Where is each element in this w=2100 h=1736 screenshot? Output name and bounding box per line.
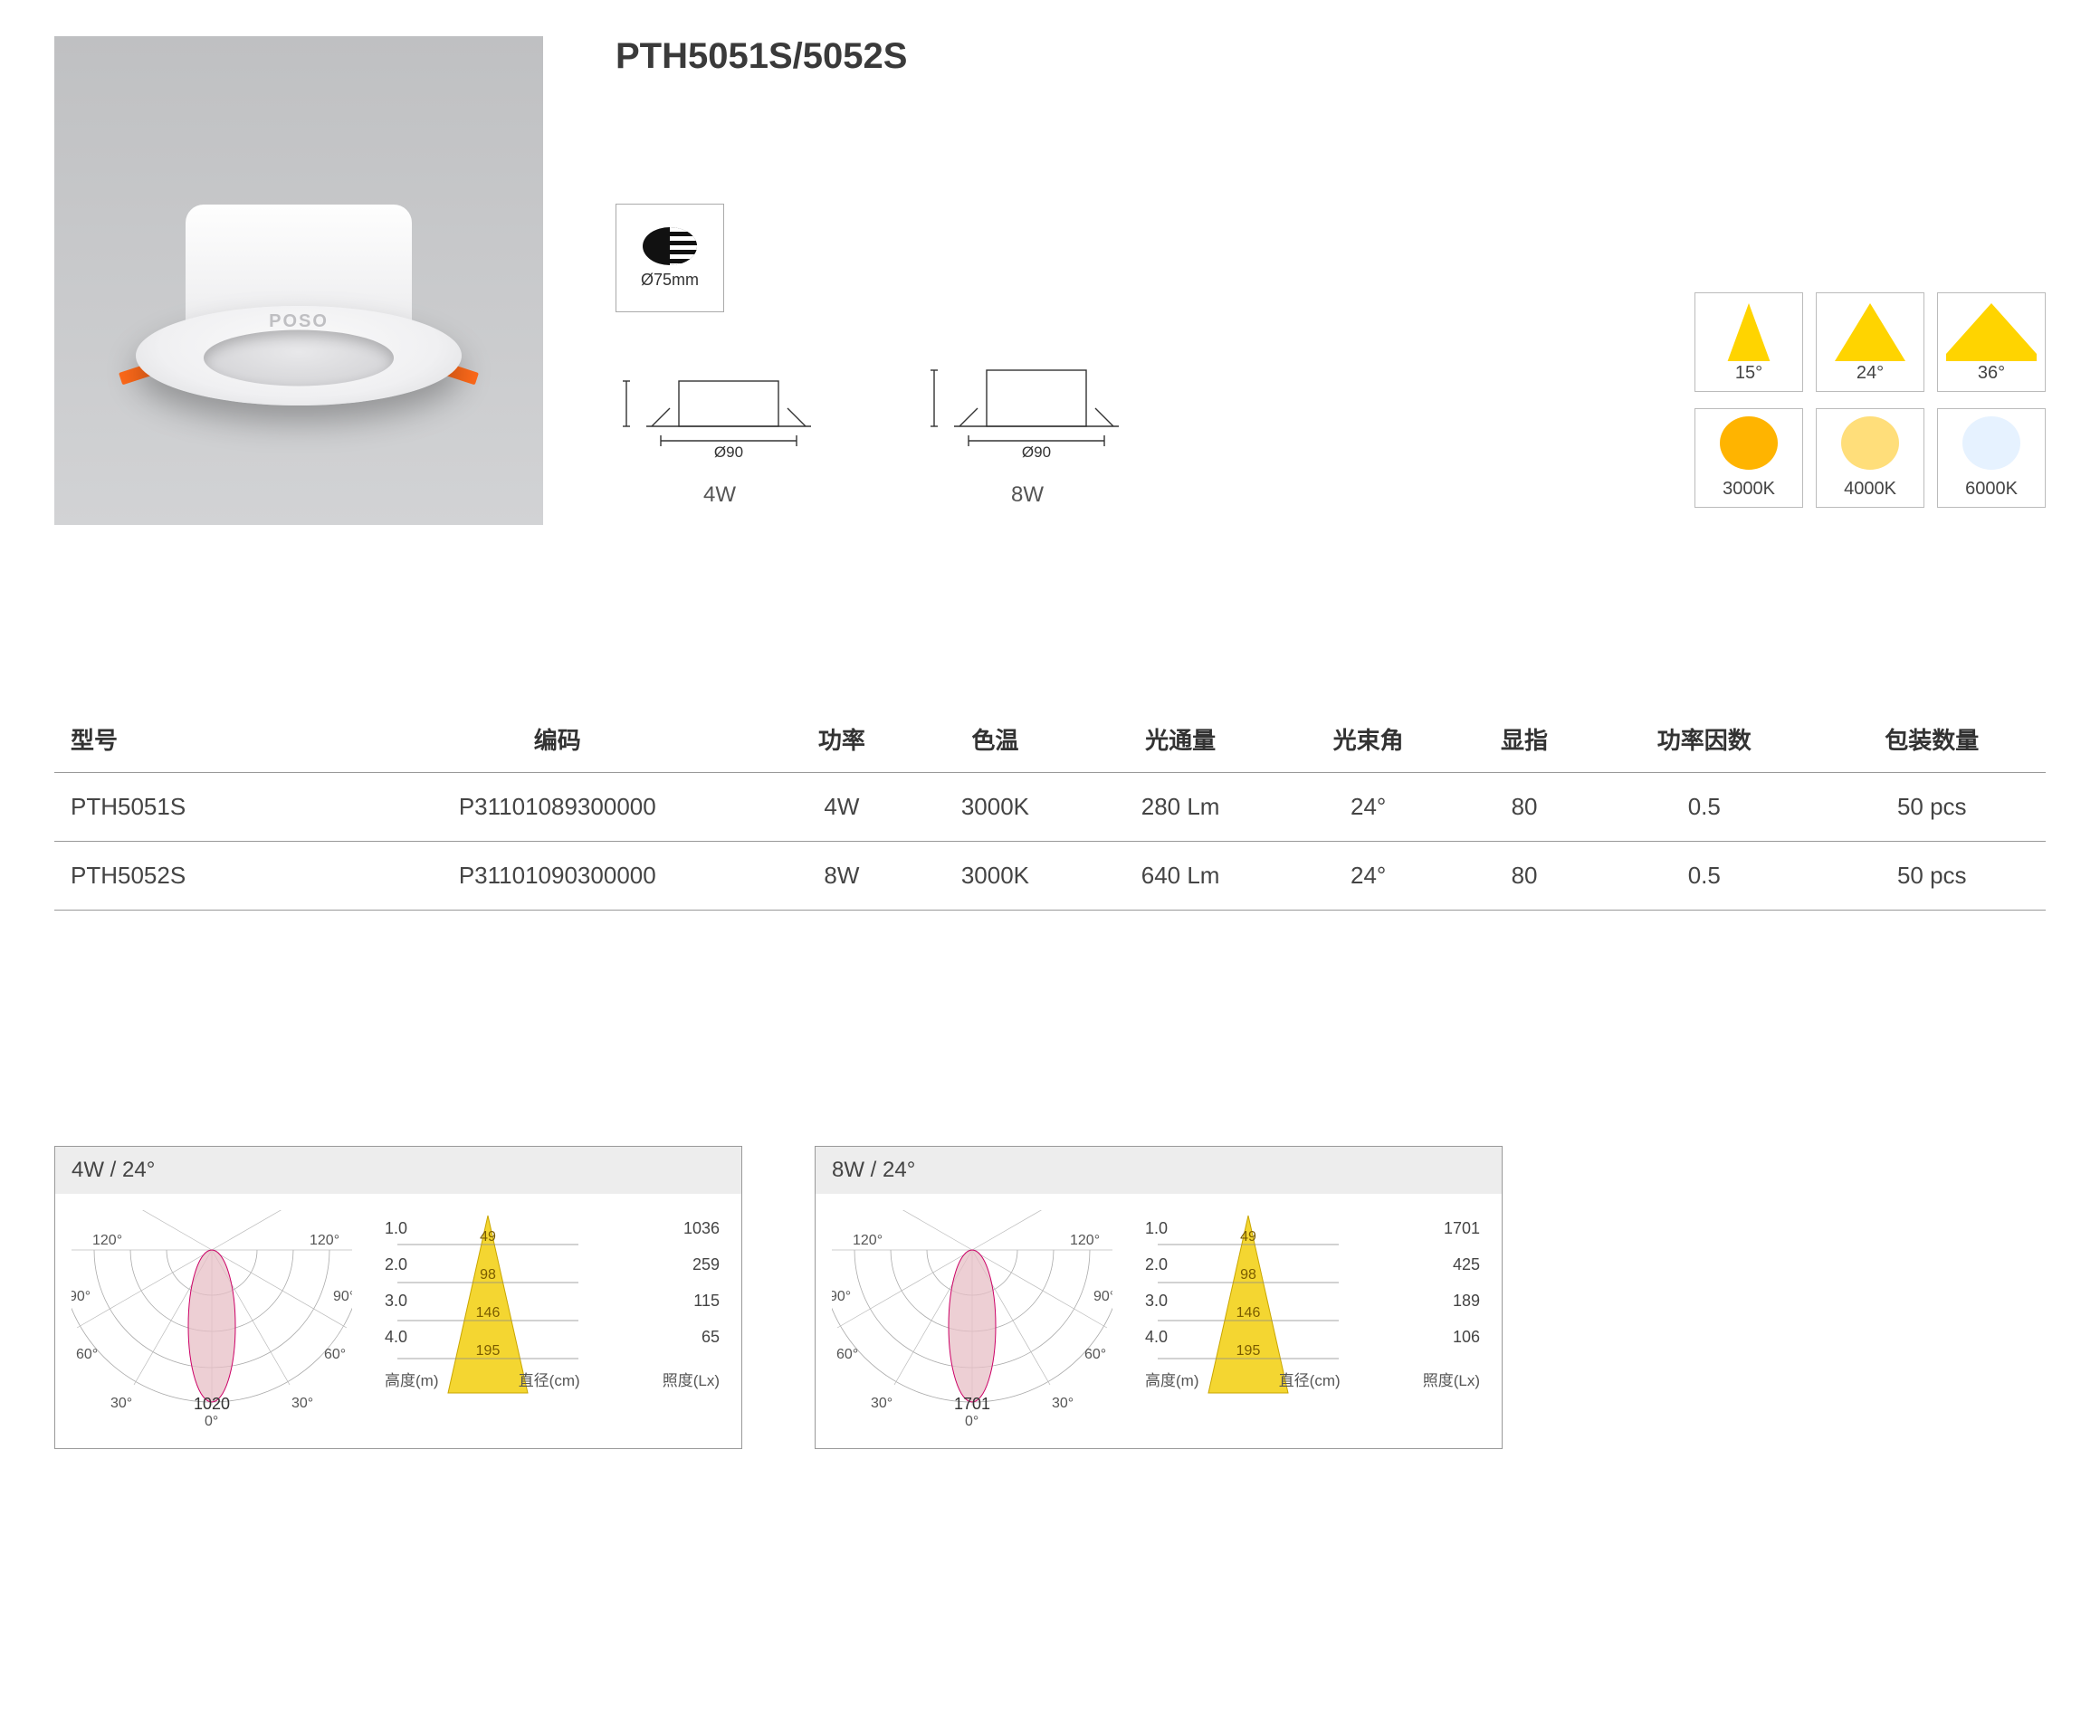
cct-cell: 3000K: [1694, 408, 1803, 508]
table-header: 编码: [339, 706, 776, 773]
beam-angle-label: 36°: [1978, 363, 2005, 384]
photometric-panel: 8W / 24° 120° 120° 90° 90° 60° 60° 30° 30° 0…: [815, 1146, 1503, 1449]
cct-cell: 6000K: [1937, 408, 2046, 508]
table-cell: 80: [1458, 773, 1590, 842]
table-cell: 0.5: [1590, 842, 1818, 911]
spec-table: 型号编码功率色温光通量光束角显指功率因数包装数量 PTH5051SP311010…: [54, 706, 2046, 911]
svg-text:Ø90: Ø90: [1022, 444, 1051, 461]
svg-text:60°: 60°: [1084, 1347, 1106, 1362]
cutout-icon: Ø75mm: [616, 204, 724, 312]
table-header: 功率因数: [1590, 706, 1818, 773]
panel-title: 8W / 24°: [816, 1147, 1502, 1194]
cct-cell: 4000K: [1816, 408, 1924, 508]
panel-title: 4W / 24°: [55, 1147, 741, 1194]
polar-plot: 120° 120° 90° 90° 60° 60° 30° 30° 0° 1701: [832, 1210, 1112, 1432]
svg-text:120°: 120°: [1070, 1233, 1100, 1248]
brand-label: POSO: [269, 311, 329, 332]
table-cell: 50 pcs: [1818, 842, 2046, 911]
svg-text:90°: 90°: [333, 1289, 352, 1304]
cutout-label: Ø75mm: [641, 271, 699, 290]
dimension-diagram: 46 Ø90 8W: [923, 339, 1131, 508]
table-header: 型号: [54, 706, 339, 773]
table-cell: 8W: [776, 842, 908, 911]
photometric-panel: 4W / 24° 120° 120° 90° 90° 60° 60° 30° 30° 0…: [54, 1146, 742, 1449]
table-cell: 640 Lm: [1083, 842, 1278, 911]
svg-text:30°: 30°: [871, 1396, 892, 1411]
svg-text:30°: 30°: [110, 1396, 132, 1411]
table-cell: PTH5052S: [54, 842, 339, 911]
beam-angle-cell: 15°: [1694, 292, 1803, 392]
beam-angle-label: 24°: [1857, 363, 1884, 384]
beam-angle-cell: 24°: [1816, 292, 1924, 392]
table-cell: P31101090300000: [339, 842, 776, 911]
product-photo: POSO: [54, 36, 543, 525]
svg-text:120°: 120°: [310, 1233, 339, 1248]
svg-text:60°: 60°: [836, 1347, 858, 1362]
table-header: 显指: [1458, 706, 1590, 773]
table-cell: P31101089300000: [339, 773, 776, 842]
beam-angle-label: 15°: [1735, 363, 1762, 384]
svg-text:120°: 120°: [92, 1233, 122, 1248]
table-cell: 0.5: [1590, 773, 1818, 842]
svg-text:90°: 90°: [1093, 1289, 1112, 1304]
table-cell: 3000K: [908, 842, 1083, 911]
diagram-watt: 4W: [703, 482, 736, 508]
beam-angle-cell: 36°: [1937, 292, 2046, 392]
svg-text:1020: 1020: [194, 1395, 230, 1413]
table-header: 光通量: [1083, 706, 1278, 773]
cone-chart: 49 98 146 195 1.0 1701 2.0 425 3.0 189 4…: [1140, 1210, 1485, 1432]
diagram-watt: 8W: [1011, 482, 1044, 508]
svg-text:Ø90: Ø90: [714, 444, 743, 461]
table-row: PTH5052SP311010903000008W3000K640 Lm24°8…: [54, 842, 2046, 911]
cct-label: 4000K: [1844, 479, 1896, 500]
svg-text:120°: 120°: [853, 1233, 883, 1248]
table-header: 色温: [908, 706, 1083, 773]
table-cell: 3000K: [908, 773, 1083, 842]
table-row: PTH5051SP311010893000004W3000K280 Lm24°8…: [54, 773, 2046, 842]
table-header: 包装数量: [1818, 706, 2046, 773]
table-cell: PTH5051S: [54, 773, 339, 842]
svg-text:90°: 90°: [72, 1289, 91, 1304]
table-cell: 280 Lm: [1083, 773, 1278, 842]
svg-text:90°: 90°: [832, 1289, 851, 1304]
table-header: 功率: [776, 706, 908, 773]
table-cell: 80: [1458, 842, 1590, 911]
table-header: 光束角: [1278, 706, 1458, 773]
table-cell: 24°: [1278, 773, 1458, 842]
cct-label: 3000K: [1723, 479, 1775, 500]
polar-plot: 120° 120° 90° 90° 60° 60° 30° 30° 0° 1020: [72, 1210, 352, 1432]
cct-label: 6000K: [1965, 479, 2018, 500]
cone-chart: 49 98 146 195 1.0 1036 2.0 259 3.0 115 4…: [379, 1210, 725, 1432]
svg-text:46: 46: [923, 386, 927, 403]
svg-text:0°: 0°: [205, 1414, 218, 1427]
dimension-diagram: 39 Ø90 4W: [616, 339, 824, 508]
svg-text:39: 39: [616, 392, 619, 408]
table-cell: 24°: [1278, 842, 1458, 911]
svg-text:0°: 0°: [965, 1414, 978, 1427]
svg-text:60°: 60°: [76, 1347, 98, 1362]
svg-text:30°: 30°: [1052, 1396, 1074, 1411]
svg-text:1701: 1701: [954, 1395, 990, 1413]
svg-text:30°: 30°: [291, 1396, 313, 1411]
table-cell: 50 pcs: [1818, 773, 2046, 842]
svg-text:60°: 60°: [324, 1347, 346, 1362]
page-title: PTH5051S/5052S: [616, 36, 2046, 77]
table-cell: 4W: [776, 773, 908, 842]
